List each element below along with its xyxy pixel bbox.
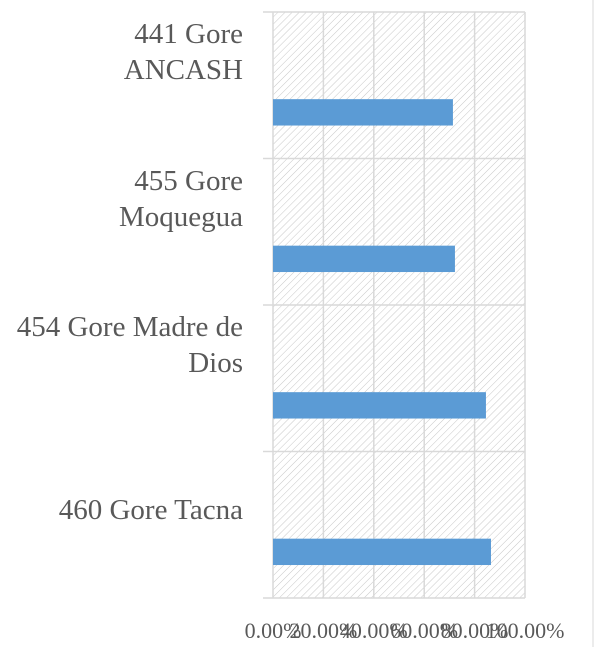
x-tick-label: 80.00% [441,618,509,643]
x-tick-label: 100.00% [486,618,565,643]
y-tick-label: 455 Gore Moquegua [118,164,243,233]
y-tick-label: 454 Gore Madre de Dios [16,311,243,380]
x-tick-label: 20.00% [289,618,357,643]
bar [273,99,453,126]
y-tick-label: 460 Gore Tacna [58,493,243,526]
x-tick-label: 40.00% [340,618,408,643]
y-tick-label: 441 Gore ANCASH [123,18,243,87]
bar [273,245,455,273]
x-tick-label: 0.00% [245,618,302,643]
x-tick-label: 60.00% [390,618,458,643]
bar [273,538,491,566]
bar [273,392,486,419]
